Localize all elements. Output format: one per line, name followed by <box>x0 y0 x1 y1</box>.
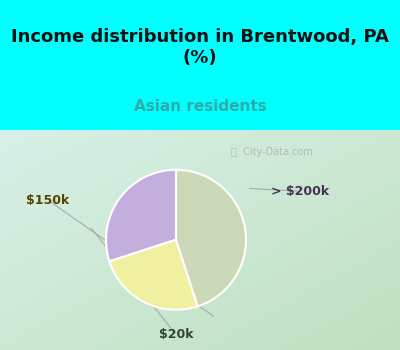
Wedge shape <box>110 240 198 310</box>
Text: Income distribution in Brentwood, PA
(%): Income distribution in Brentwood, PA (%) <box>11 28 389 67</box>
Text: ⓘ  City-Data.com: ⓘ City-Data.com <box>231 147 313 157</box>
Text: $150k: $150k <box>26 194 70 206</box>
Text: $20k: $20k <box>159 328 193 341</box>
Wedge shape <box>176 170 246 306</box>
Text: Asian residents: Asian residents <box>134 99 266 114</box>
Text: > $200k: > $200k <box>271 185 329 198</box>
Wedge shape <box>106 170 176 261</box>
